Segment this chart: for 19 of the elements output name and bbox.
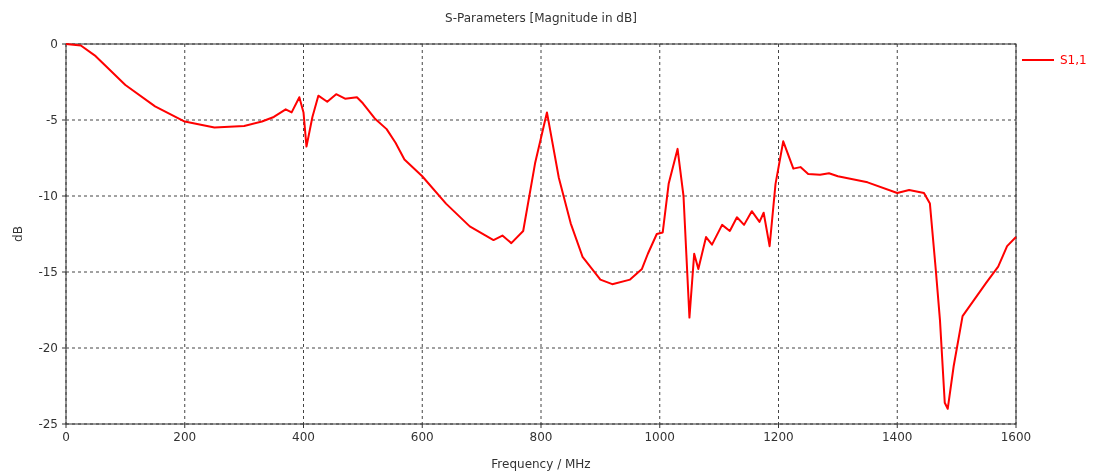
y-tick-label: -25	[38, 417, 58, 431]
x-tick-label: 1200	[763, 430, 794, 444]
x-axis-title: Frequency / MHz	[491, 457, 591, 471]
y-tick-label: -15	[38, 265, 58, 279]
y-tick-label: -5	[46, 113, 58, 127]
chart-title: S-Parameters [Magnitude in dB]	[445, 11, 637, 25]
x-tick-label: 0	[62, 430, 70, 444]
x-tick-label: 400	[292, 430, 315, 444]
x-tick-label: 1000	[644, 430, 676, 444]
y-tick-label: -20	[38, 341, 58, 355]
x-tick-label: 200	[173, 430, 197, 444]
legend-label: S1,1	[1060, 53, 1087, 67]
x-tick-label: 600	[410, 430, 434, 444]
x-tick-label: 1600	[1000, 430, 1032, 444]
x-tick-label: 800	[529, 430, 553, 444]
y-tick-label: -10	[38, 189, 58, 203]
y-tick-label: 0	[50, 37, 58, 51]
y-axis-title: dB	[11, 226, 25, 242]
x-tick-label: 1400	[881, 430, 913, 444]
